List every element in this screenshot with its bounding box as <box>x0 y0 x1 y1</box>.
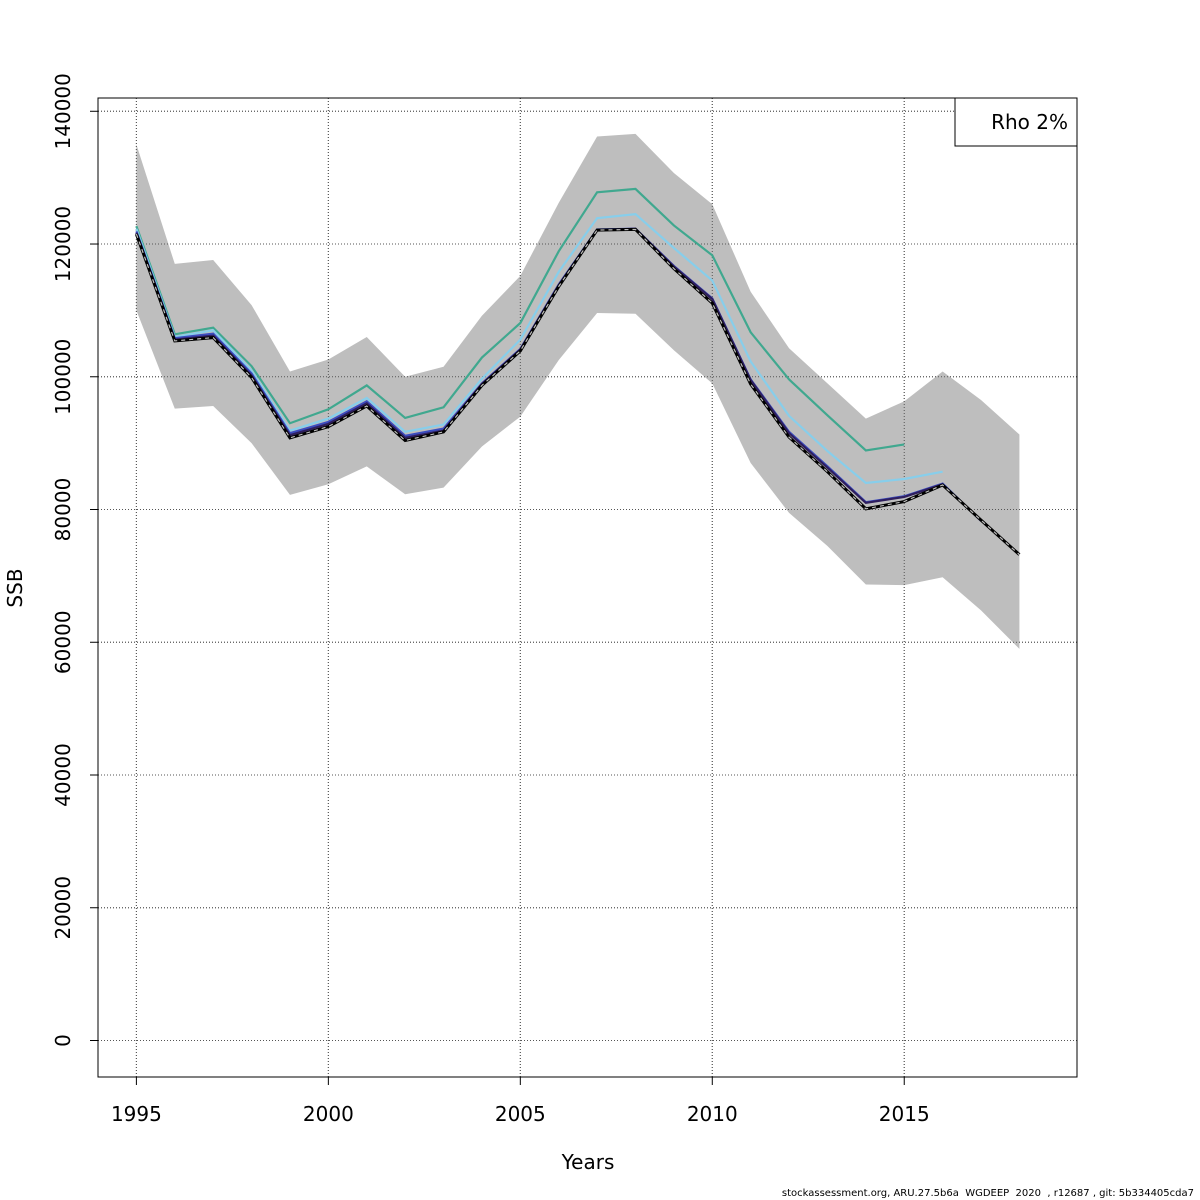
y-tick-label: 100000 <box>51 339 75 415</box>
series-line-1 <box>135 187 905 452</box>
x-tick-label: 2005 <box>495 1102 546 1126</box>
y-tick-label: 80000 <box>51 478 75 542</box>
y-tick-label: 120000 <box>51 206 75 282</box>
x-tick-label: 2010 <box>687 1102 738 1126</box>
y-tick-label: 20000 <box>51 876 75 940</box>
y-tick-label: 60000 <box>51 610 75 674</box>
footer-source: stockassessment.org, ARU.27.5b6a WGDEEP … <box>781 1188 1194 1199</box>
series-line-2 <box>135 213 943 485</box>
y-axis-title: SSB <box>3 568 27 607</box>
legend: Rho 2% <box>954 97 1078 147</box>
x-axis-title: Years <box>561 1150 615 1174</box>
series-line-reference-dash <box>135 228 1020 556</box>
confidence-band <box>136 133 1020 649</box>
y-tick-label: 0 <box>51 1034 75 1047</box>
series-lines <box>134 187 1021 556</box>
x-tick-label: 2015 <box>879 1102 930 1126</box>
x-tick-label: 2000 <box>303 1102 354 1126</box>
x-tick-label: 1995 <box>111 1102 162 1126</box>
y-tick-label: 40000 <box>51 743 75 807</box>
legend-text: Rho 2% <box>991 110 1068 134</box>
confidence-band-area <box>136 133 1020 649</box>
plot-frame <box>97 97 1078 1078</box>
axes: 1995 2000 2005 2010 2015 0 20000 40000 60000 8000… <box>51 73 930 1126</box>
legend-box <box>954 97 1078 147</box>
y-tick-label: 140000 <box>51 73 75 149</box>
